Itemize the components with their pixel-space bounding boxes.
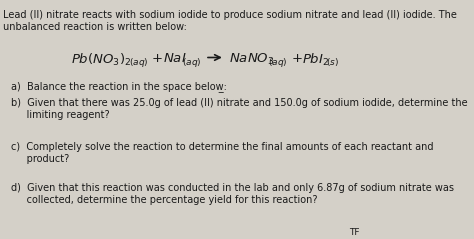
Text: Lead (II) nitrate reacts with sodium iodide to produce sodium nitrate and lead (: Lead (II) nitrate reacts with sodium iod… bbox=[3, 10, 457, 20]
Text: $(aq)$: $(aq)$ bbox=[268, 55, 288, 69]
Text: $\mathit{NaI}$: $\mathit{NaI}$ bbox=[163, 52, 187, 65]
Text: limiting reagent?: limiting reagent? bbox=[11, 110, 109, 120]
Text: product?: product? bbox=[11, 154, 69, 164]
Text: d)  Given that this reaction was conducted in the lab and only 6.87g of sodium n: d) Given that this reaction was conducte… bbox=[11, 183, 454, 193]
Text: $+$: $+$ bbox=[152, 52, 163, 65]
Text: $\mathit{NaNO_3}$: $\mathit{NaNO_3}$ bbox=[229, 52, 274, 67]
Text: $(aq)$: $(aq)$ bbox=[128, 55, 148, 69]
Text: $(aq)$: $(aq)$ bbox=[182, 55, 201, 69]
Text: $+$: $+$ bbox=[291, 52, 303, 65]
Text: a)  Balance the reaction in the space below̲:: a) Balance the reaction in the space bel… bbox=[11, 81, 227, 92]
Text: c)  Completely solve the reaction to determine the final amounts of each reactan: c) Completely solve the reaction to dete… bbox=[11, 142, 434, 152]
Text: unbalanced reaction is written below:: unbalanced reaction is written below: bbox=[3, 22, 187, 32]
Text: $(s)$: $(s)$ bbox=[326, 55, 339, 67]
Text: b)  Given that there was 25.0g of lead (II) nitrate and 150.0g of sodium iodide,: b) Given that there was 25.0g of lead (I… bbox=[11, 98, 468, 108]
Text: $\mathit{Pb(NO_3)_{2}}$: $\mathit{Pb(NO_3)_{2}}$ bbox=[71, 52, 131, 68]
Text: collected, determine the percentage yield for this reaction?: collected, determine the percentage yiel… bbox=[11, 195, 318, 205]
Text: TF: TF bbox=[349, 228, 360, 237]
Text: $\mathit{PbI_2}$: $\mathit{PbI_2}$ bbox=[302, 52, 329, 68]
